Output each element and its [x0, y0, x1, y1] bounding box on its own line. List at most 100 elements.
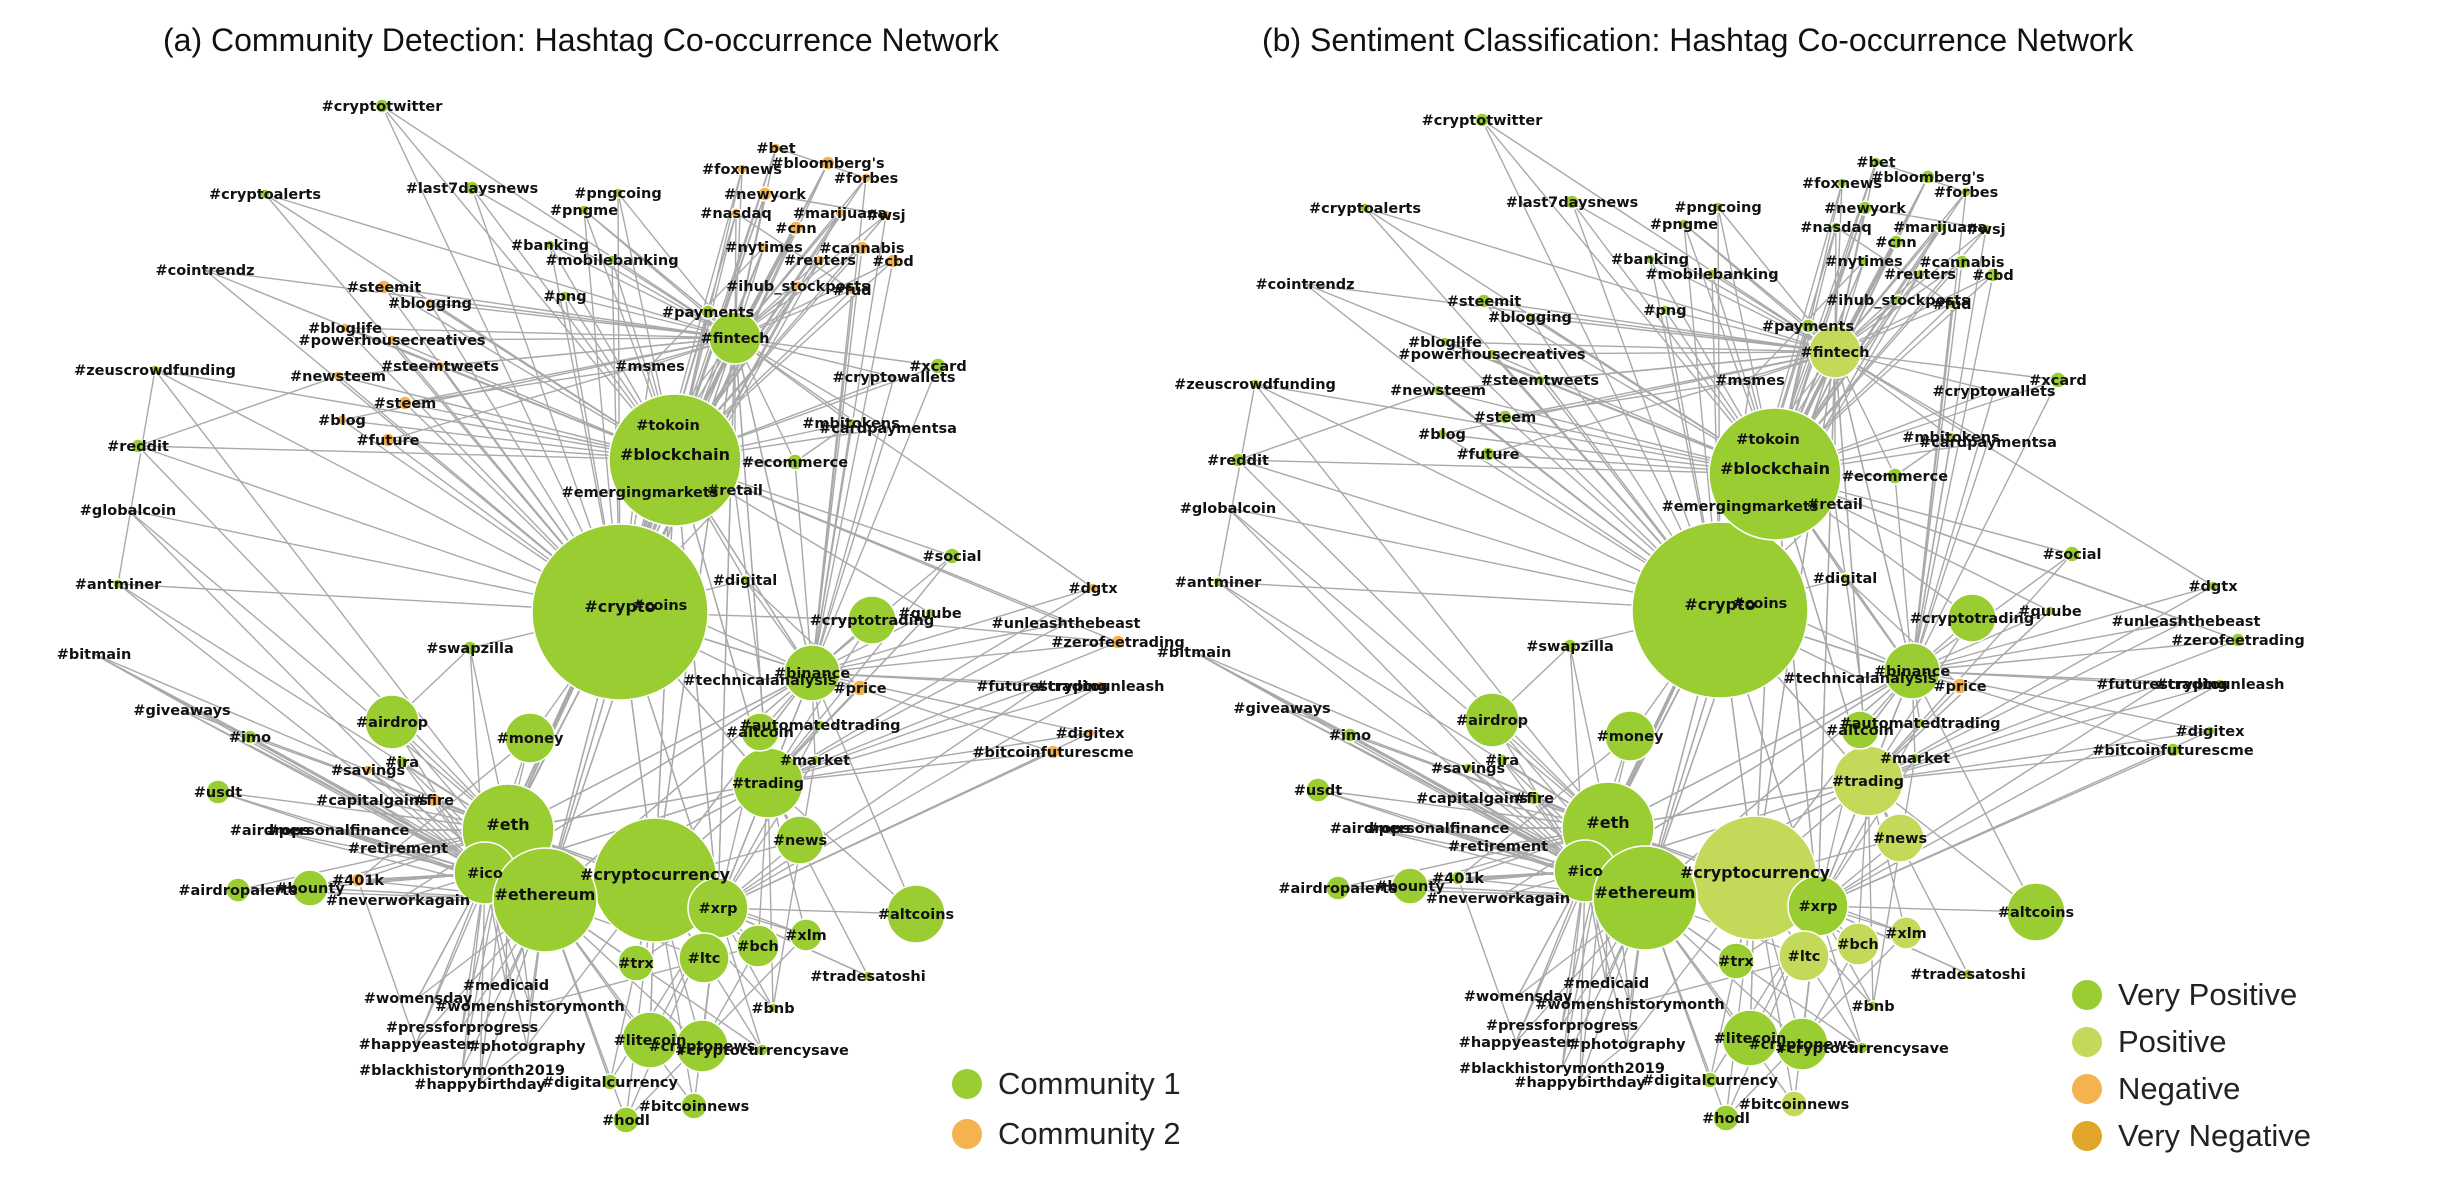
node-forbes	[1960, 186, 1972, 198]
node-trx	[617, 944, 655, 982]
node-label: #marijuana	[1893, 220, 1987, 236]
node-label: #dgtx	[2188, 579, 2238, 595]
node-label: #hodl	[602, 1113, 650, 1129]
legend-item-very-negative: Very Negative	[2072, 1112, 2311, 1159]
node-label: #newyork	[1824, 201, 1906, 217]
node-label: #blog	[318, 413, 366, 429]
node-label: #emergingmarkets	[1662, 499, 1819, 515]
node-tradesatoshi	[1962, 968, 1974, 980]
node-label: #cryptowallets	[1932, 384, 2055, 400]
node-ihub_stockposts	[1892, 294, 1904, 306]
node-altcoins	[886, 884, 946, 944]
edge	[767, 685, 1043, 784]
edge	[1193, 651, 1351, 736]
node-future	[380, 432, 396, 448]
node-label: #eth	[486, 815, 529, 834]
node-label: #antminer	[1175, 575, 1262, 591]
edge	[1867, 730, 2211, 782]
node-label: #hodl	[1702, 1111, 1750, 1127]
node-label: #last7daysnews	[1506, 195, 1639, 211]
node-label: #zerofeetrading	[1051, 635, 1184, 651]
node-label: #globalcoin	[1180, 501, 1276, 517]
node-marijuana	[1934, 221, 1946, 233]
edge	[1481, 119, 1836, 353]
edge	[767, 782, 774, 1009]
node-label: #bloglife	[1408, 335, 1482, 351]
node-reuters	[1914, 268, 1926, 280]
legend-swatch	[952, 1069, 982, 1099]
edge	[1774, 473, 1819, 907]
node-imo	[1342, 727, 1358, 743]
node-fire	[1526, 790, 1542, 806]
node-marijuana	[834, 207, 846, 219]
node-zeuscrowdfunding	[149, 364, 161, 376]
node-label: #ethereum	[1595, 883, 1696, 902]
node-binance	[783, 644, 841, 702]
node-label: #price	[1933, 679, 1986, 695]
edge	[381, 105, 621, 613]
edge	[767, 587, 1094, 784]
node-label: #cardpaymentsa	[1919, 435, 2057, 451]
node-money	[504, 712, 556, 764]
node-label: #fintech	[701, 331, 770, 347]
node-label: #newsteem	[1390, 383, 1486, 399]
node-social	[943, 547, 961, 565]
node-label: #wsj	[1966, 222, 2005, 238]
node-label: #fud	[832, 283, 871, 299]
node-label: #digitex	[2176, 724, 2246, 740]
node-label: #bounty	[1375, 879, 1445, 895]
node-label: #news	[1873, 831, 1927, 847]
edge	[1817, 749, 2174, 907]
node-label: #xlm	[1885, 926, 1927, 942]
node-label: #technicalanalysis	[683, 673, 836, 689]
node-swapzilla	[462, 640, 478, 656]
node-news	[1875, 813, 1925, 863]
edge	[767, 751, 1054, 784]
nodes-panel-a	[112, 98, 1126, 1134]
edge	[1483, 300, 1836, 353]
node-blog	[1436, 428, 1448, 440]
edge	[404, 365, 651, 404]
node-label: #giveaways	[133, 703, 230, 719]
node-label: #powerhousecreatives	[1398, 347, 1585, 363]
node-cnn	[788, 220, 804, 236]
node-social	[2063, 545, 2081, 563]
legend-swatch	[2072, 1073, 2102, 1104]
node-label: #medicaid	[463, 978, 549, 994]
node-label: #altcoin	[726, 725, 794, 741]
node-bitcoinfuturescme	[1045, 744, 1061, 760]
node-digital	[739, 574, 751, 586]
node-label: #xrp	[1798, 899, 1837, 915]
node-bounty	[1391, 867, 1429, 905]
legend-community: Community 1 Community 2	[952, 1059, 1181, 1159]
node-label: #cryptowallets	[832, 370, 955, 386]
node-label: #pngme	[1650, 217, 1718, 233]
node-label: #cannabis	[1920, 255, 2005, 271]
node-label: #msmes	[615, 359, 684, 375]
node-blogging	[424, 297, 436, 309]
node-label: #usdt	[194, 785, 242, 801]
node-label: #xcard	[909, 359, 966, 375]
node-label: #xrp	[698, 901, 737, 917]
node-label: #cardpaymentsa	[819, 421, 957, 437]
node-label: #ira	[1485, 753, 1519, 769]
node-label: #xcard	[2029, 373, 2086, 389]
edge	[1579, 870, 1586, 1083]
edge	[1683, 223, 1809, 327]
node-label: #personalfinance	[267, 823, 410, 839]
node-label: #binance	[1874, 664, 1951, 680]
node-label: #cryptounleash	[2156, 677, 2285, 693]
node-automatedtrading	[1914, 717, 1926, 729]
node-label: #futurestrading	[976, 679, 1108, 695]
node-cannabis	[1954, 254, 1970, 270]
node-label: #payments	[662, 305, 754, 321]
edge	[583, 209, 709, 313]
node-xcard	[2049, 371, 2067, 389]
edge	[1834, 351, 1913, 672]
node-bloombergs	[820, 155, 836, 171]
node-label: #price	[833, 681, 886, 697]
node-label: #powerhousecreatives	[298, 333, 485, 349]
node-label: #neverworkagain	[326, 893, 470, 909]
edge	[767, 641, 1119, 784]
